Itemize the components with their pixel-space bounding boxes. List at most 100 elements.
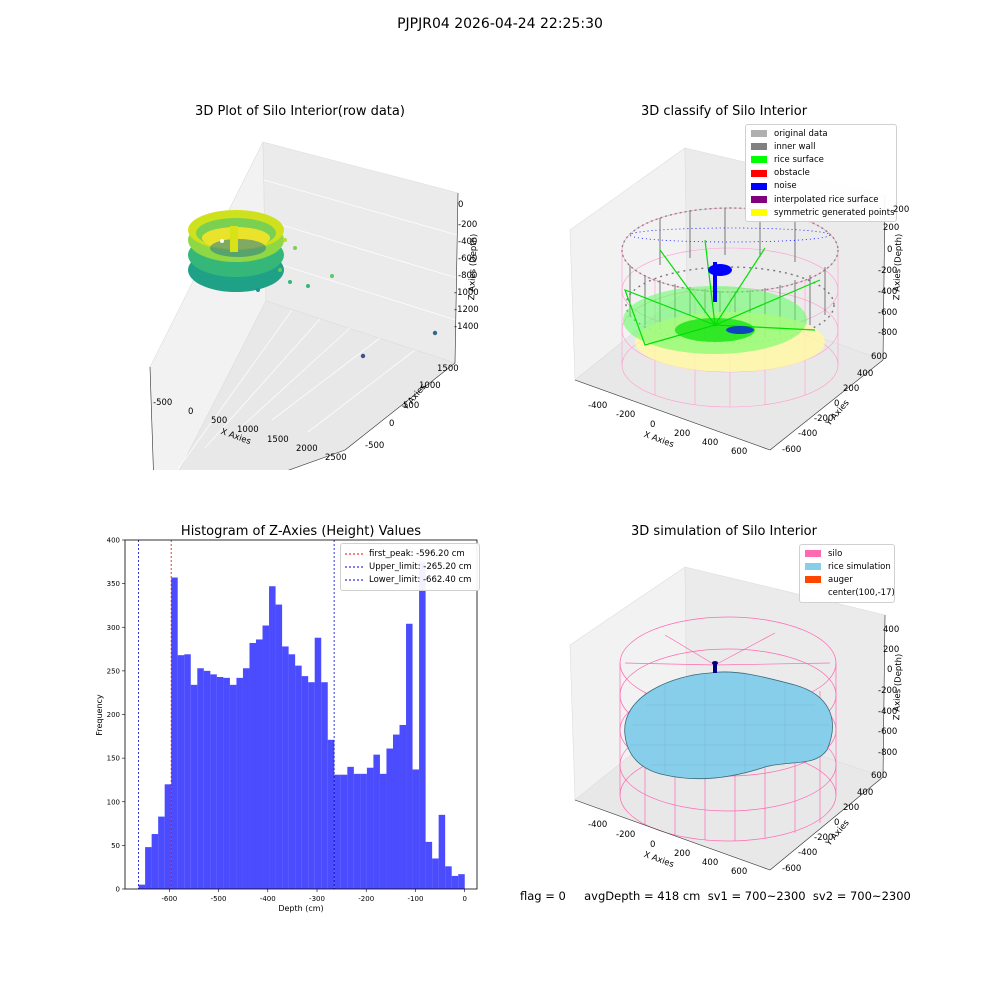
classify-xtick: 0 bbox=[650, 420, 656, 430]
raw-xtick: 2000 bbox=[296, 444, 318, 454]
simulation-xtick: -200 bbox=[616, 830, 636, 840]
raw-plot-title: 3D Plot of Silo Interior(row data) bbox=[195, 104, 405, 119]
histogram-xtick-label: -500 bbox=[211, 895, 227, 903]
simulation-ztick: 400 bbox=[883, 625, 900, 635]
histogram-bar bbox=[406, 623, 413, 889]
histogram-xtick-label: -600 bbox=[161, 895, 177, 903]
legend-label: inner wall bbox=[774, 141, 816, 152]
classify-ytick: 200 bbox=[843, 384, 860, 394]
raw-ytick: 1000 bbox=[419, 381, 441, 391]
legend-swatch-rice-surface bbox=[751, 156, 767, 164]
histogram-threshold-lines bbox=[138, 540, 335, 889]
classify-ytick: -400 bbox=[798, 429, 818, 439]
histogram-bar bbox=[445, 866, 452, 889]
histogram-bar bbox=[392, 734, 400, 889]
status-footer: flag = 0 avgDepth = 418 cm sv1 = 700~230… bbox=[520, 889, 911, 903]
legend-label: obstacle bbox=[774, 168, 810, 179]
histogram-bar bbox=[177, 655, 185, 889]
legend-label: silo bbox=[828, 548, 843, 559]
histogram-bar bbox=[197, 668, 204, 889]
legend-label: auger bbox=[828, 574, 853, 585]
legend-entry: auger bbox=[805, 573, 889, 586]
histogram-xtick-label: -200 bbox=[358, 895, 374, 903]
histogram-bar bbox=[419, 561, 426, 889]
histogram-bar bbox=[203, 670, 211, 889]
legend-label: noise bbox=[774, 181, 797, 192]
histogram-bar bbox=[347, 766, 354, 889]
classify-plot-title: 3D classify of Silo Interior bbox=[640, 104, 808, 119]
histogram-bar bbox=[249, 642, 257, 889]
classify-3d-plot bbox=[569, 147, 886, 451]
histogram-bar bbox=[256, 639, 263, 889]
histogram-xtick-label: 0 bbox=[462, 895, 466, 903]
legend-line-upper bbox=[345, 566, 363, 568]
histogram-bar bbox=[138, 884, 146, 889]
legend-entry: interpolated rice surface bbox=[751, 193, 891, 206]
histogram-xticks: -600 -500 -400 -300 -200 -100 0 bbox=[161, 889, 467, 903]
raw-gridlines bbox=[177, 179, 458, 470]
histogram-bar bbox=[275, 604, 283, 889]
raw-ytick: -500 bbox=[365, 441, 385, 451]
histogram-bar bbox=[301, 676, 309, 889]
legend-swatch-original bbox=[751, 130, 767, 138]
raw-ztick: -200 bbox=[458, 220, 478, 230]
histogram-bar bbox=[288, 654, 296, 889]
histogram-bar bbox=[373, 754, 380, 889]
histogram-ytick-label: 100 bbox=[107, 798, 120, 806]
simulation-ytick: -600 bbox=[782, 864, 802, 874]
histogram-bar bbox=[184, 654, 191, 889]
simulation-legend: silo rice simulation auger center(100,-1… bbox=[799, 544, 895, 603]
legend-label: Lower_limit: -662.40 cm bbox=[369, 574, 472, 585]
histogram-bar bbox=[334, 774, 341, 889]
histogram-title: Histogram of Z-Axies (Height) Values bbox=[180, 524, 422, 539]
legend-entry: noise bbox=[751, 180, 891, 193]
simulation-ztick: 0 bbox=[887, 665, 893, 675]
legend-swatch-inner-wall bbox=[751, 143, 767, 151]
legend-label: first_peak: -596.20 cm bbox=[369, 548, 465, 559]
simulation-ytick: -200 bbox=[814, 833, 834, 843]
histogram-ytick-label: 50 bbox=[111, 842, 120, 850]
histogram-xtick-label: -300 bbox=[309, 895, 325, 903]
legend-label: original data bbox=[774, 128, 828, 139]
legend-label: Upper_limit: -265.20 cm bbox=[369, 561, 472, 572]
histogram-bar bbox=[353, 773, 361, 889]
raw-scatter-outliers bbox=[220, 238, 438, 359]
raw-ztick: -1000 bbox=[454, 288, 479, 298]
histogram-bar bbox=[223, 677, 230, 889]
classify-ztick: 200 bbox=[883, 223, 900, 233]
histogram-bar bbox=[171, 577, 178, 889]
raw-xtick: 0 bbox=[188, 407, 194, 417]
histogram-bar bbox=[145, 847, 152, 889]
legend-entry: rice surface bbox=[751, 153, 891, 166]
classify-ztick: -200 bbox=[878, 266, 898, 276]
histogram-bar bbox=[190, 684, 198, 889]
legend-entry: symmetric generated points bbox=[751, 206, 895, 219]
legend-swatch-auger bbox=[805, 576, 821, 584]
legend-line-first-peak bbox=[345, 553, 363, 555]
legend-swatch-obstacle bbox=[751, 169, 767, 177]
classify-xtick: 200 bbox=[674, 429, 691, 439]
raw-ztick: -800 bbox=[458, 271, 478, 281]
classify-ztick: -600 bbox=[878, 308, 898, 318]
histogram-bar bbox=[379, 773, 387, 889]
histogram-bar bbox=[321, 682, 328, 889]
histogram-ylabel: Frequency bbox=[95, 694, 104, 736]
histogram-bar bbox=[399, 724, 407, 889]
histogram-bar bbox=[340, 774, 348, 889]
classify-ztick: 200 bbox=[893, 205, 910, 215]
legend-line-lower bbox=[345, 579, 363, 581]
simulation-3d-plot bbox=[569, 566, 886, 871]
histogram-bar bbox=[314, 637, 322, 889]
raw-ytick: 0 bbox=[389, 419, 395, 429]
histogram-bar bbox=[229, 684, 237, 889]
raw-xtick: 500 bbox=[211, 416, 228, 426]
simulation-ztick: 200 bbox=[883, 645, 900, 655]
histogram-bar bbox=[432, 858, 439, 889]
legend-entry: original data bbox=[751, 127, 891, 140]
histogram-bar bbox=[282, 646, 289, 889]
raw-scatter-ring bbox=[188, 210, 284, 292]
legend-swatch-rice-simulation bbox=[805, 563, 821, 571]
simulation-ytick: 600 bbox=[871, 771, 888, 781]
legend-entry: inner wall bbox=[751, 140, 891, 153]
simulation-xtick: 600 bbox=[731, 867, 748, 877]
